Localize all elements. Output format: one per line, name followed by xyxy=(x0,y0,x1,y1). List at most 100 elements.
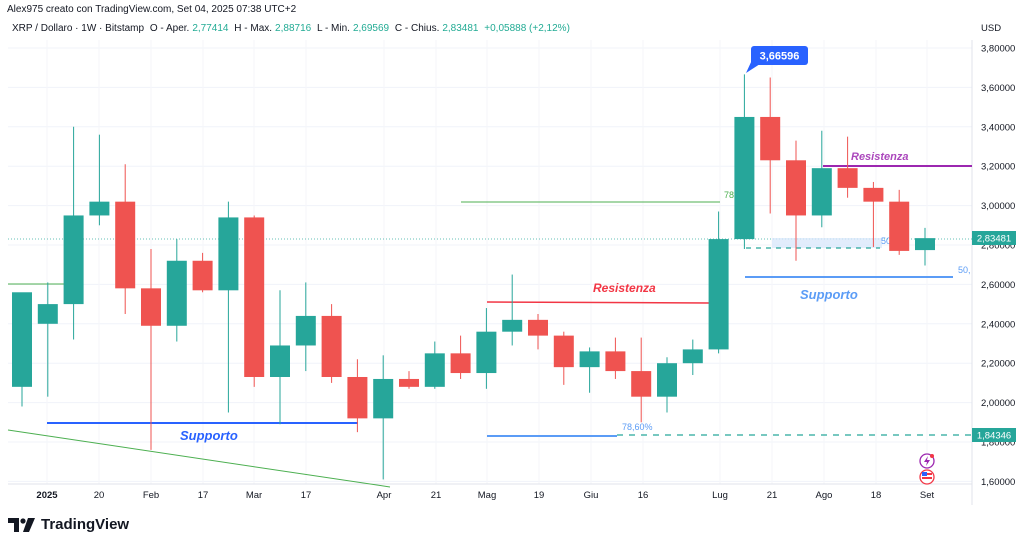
close-value: 2,83481 xyxy=(442,23,479,34)
candle[interactable] xyxy=(373,355,394,480)
price-tick-label: 3,80000 xyxy=(981,44,1015,55)
price-axis[interactable]: 3,80000 3,60000 3,40000 3,20000 3,00000 2,800… xyxy=(981,44,1015,488)
candle[interactable] xyxy=(89,134,110,226)
price-tick-label: 3,40000 xyxy=(981,122,1015,133)
time-tick-label: Apr xyxy=(377,490,392,501)
price-tick-label: 3,60000 xyxy=(981,83,1015,94)
candle[interactable] xyxy=(166,239,187,342)
time-tick-label: 21 xyxy=(431,490,442,501)
level-price-tag: 1,84346 xyxy=(972,428,1016,442)
candle[interactable] xyxy=(863,181,884,247)
drawings-layer: 78 50 50, Supporto Resistenza Resistenza… xyxy=(7,151,972,488)
candle[interactable] xyxy=(270,290,290,425)
time-tick-label: Ago xyxy=(816,490,833,501)
tradingview-logo[interactable]: TradingView xyxy=(8,516,129,533)
price-tick-label: 2,40000 xyxy=(981,319,1015,330)
time-tick-label: Feb xyxy=(143,490,159,501)
candle[interactable] xyxy=(786,140,806,261)
time-tick-label: Giu xyxy=(584,490,599,501)
candle[interactable] xyxy=(502,274,523,346)
candle[interactable] xyxy=(605,337,626,379)
resistance-line-mid[interactable] xyxy=(486,301,711,304)
time-tick-label: 17 xyxy=(301,490,312,501)
candle[interactable] xyxy=(450,335,471,379)
candle[interactable] xyxy=(244,215,265,387)
high-price-callout[interactable]: 3,66596 xyxy=(746,46,808,73)
tradingview-logo-text: TradingView xyxy=(41,516,130,533)
high-value: 2,88716 xyxy=(275,23,312,34)
low-value: 2,69569 xyxy=(352,23,390,34)
level-price-tag-text: 1,84346 xyxy=(977,431,1011,442)
candle[interactable] xyxy=(141,248,161,450)
candle[interactable] xyxy=(321,304,342,383)
candle[interactable] xyxy=(476,308,497,389)
candle[interactable] xyxy=(708,211,729,354)
high-label: H - Max. xyxy=(234,23,273,34)
candle[interactable] xyxy=(915,227,935,266)
chart-grid xyxy=(8,40,972,484)
price-tick-label: 1,60000 xyxy=(981,477,1015,488)
current-price-tag: 2,83481 xyxy=(972,231,1016,245)
candle[interactable] xyxy=(889,189,910,255)
time-tick-label: 19 xyxy=(534,490,545,501)
candle[interactable] xyxy=(837,136,858,198)
candle[interactable] xyxy=(631,337,652,423)
price-tick-label: 3,00000 xyxy=(981,201,1015,212)
candle[interactable] xyxy=(347,359,368,433)
candles-layer xyxy=(12,74,935,480)
candle[interactable] xyxy=(579,347,600,393)
candle[interactable] xyxy=(295,282,316,372)
support-label-lower: Supporto xyxy=(180,428,238,443)
candle[interactable] xyxy=(553,331,574,385)
time-axis[interactable]: 2025 20 Feb 17 Mar 17 Apr 21 Mag 19 Giu 16 Lug 21 Ago 1… xyxy=(36,490,934,501)
candle[interactable] xyxy=(12,292,32,407)
time-tick-label: Set xyxy=(920,490,935,501)
support-label-upper: Supporto xyxy=(800,287,858,302)
time-tick-label: Mar xyxy=(246,490,262,501)
candle[interactable] xyxy=(218,201,239,413)
lightning-event-icon[interactable] xyxy=(919,453,935,469)
currency-label: USD xyxy=(981,23,1001,34)
candle[interactable] xyxy=(657,357,677,413)
low-label: L - Min. xyxy=(316,23,350,34)
support-zone-box[interactable] xyxy=(772,238,882,248)
candle[interactable] xyxy=(682,339,703,376)
price-tick-label: 3,20000 xyxy=(981,162,1015,173)
descending-trendline[interactable] xyxy=(7,429,391,488)
price-tick-label: 2,20000 xyxy=(981,359,1015,370)
candle[interactable] xyxy=(734,74,755,249)
resistance-label-upper: Resistenza xyxy=(851,151,908,163)
symbol-label[interactable]: XRP / Dollaro · 1W · Bitstamp xyxy=(12,23,145,34)
price-tick-label: 2,00000 xyxy=(981,398,1015,409)
candle[interactable] xyxy=(192,252,213,293)
candle[interactable] xyxy=(424,341,445,389)
time-tick-label: 21 xyxy=(767,490,778,501)
tradingview-logo-icon xyxy=(8,517,35,532)
time-tick-label: Lug xyxy=(712,490,728,501)
time-tick-label: 20 xyxy=(94,490,105,501)
high-callout-text: 3,66596 xyxy=(760,51,800,63)
current-price-tag-text: 2,83481 xyxy=(977,234,1011,245)
candle[interactable] xyxy=(528,313,548,350)
chart-attribution: Alex975 creato con TradingView.com, Set … xyxy=(7,4,297,15)
fib-786-label: 78,60% xyxy=(622,422,653,432)
candle[interactable] xyxy=(811,130,832,228)
candle[interactable] xyxy=(115,164,136,314)
fib-78-label: 78 xyxy=(724,190,734,200)
symbol-ohlc-legend: XRP / Dollaro · 1W · Bitstamp O - Aper. 2… xyxy=(12,23,573,34)
candle[interactable] xyxy=(37,282,58,397)
price-tick-label: 2,80000 xyxy=(981,241,1015,252)
candle[interactable] xyxy=(63,126,84,340)
us-flag-event-icon[interactable] xyxy=(919,469,935,485)
time-tick-label: 17 xyxy=(198,490,209,501)
price-tick-label: 1,80000 xyxy=(981,438,1015,449)
candle[interactable] xyxy=(399,371,419,389)
candle[interactable] xyxy=(760,77,781,214)
fib-50-label: 50 xyxy=(881,236,891,246)
time-tick-label: Mag xyxy=(478,490,496,501)
open-label: O - Aper. xyxy=(149,23,190,34)
time-tick-label: 16 xyxy=(638,490,649,501)
price-tick-label: 2,60000 xyxy=(981,280,1015,291)
time-tick-label: 18 xyxy=(871,490,882,501)
